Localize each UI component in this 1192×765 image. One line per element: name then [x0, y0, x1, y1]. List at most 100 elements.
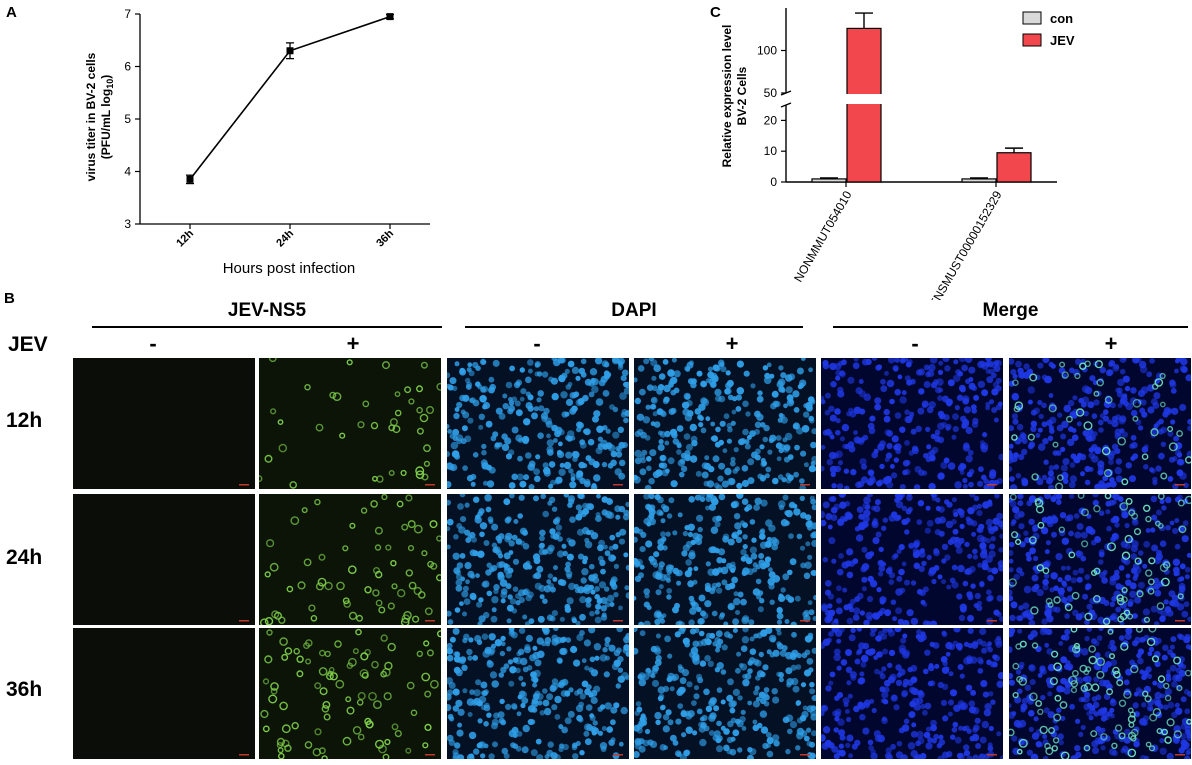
infected-cell [1042, 567, 1050, 575]
scale-bar [425, 620, 435, 622]
infected-cell [1094, 360, 1104, 369]
nucleus [612, 406, 619, 413]
nucleus [713, 705, 720, 712]
nucleus [950, 536, 958, 544]
infected-cell [368, 692, 377, 701]
infected-cell [1061, 371, 1069, 379]
nucleus [466, 648, 473, 656]
nucleus [1041, 402, 1047, 409]
infected-cell [1152, 707, 1162, 717]
nucleus [676, 580, 682, 586]
infected-cell [1018, 677, 1028, 686]
nucleus [671, 431, 678, 439]
micrograph-background [447, 358, 629, 489]
sign-ns5-minus: - [149, 331, 157, 356]
chart-a-xtick-label: 24h [274, 227, 296, 249]
nucleus [1110, 494, 1117, 499]
nucleus [874, 668, 880, 675]
nucleus [994, 494, 1000, 499]
nucleus [795, 745, 801, 751]
nucleus [563, 494, 569, 498]
nucleus [1033, 407, 1040, 415]
nucleus [811, 647, 816, 654]
nucleus [968, 377, 974, 382]
chart-a-ytick-label: 3 [124, 217, 131, 231]
nucleus [784, 432, 793, 441]
nucleus [842, 516, 848, 522]
nucleus [554, 714, 561, 720]
infected-cell [264, 655, 273, 664]
nucleus [677, 620, 683, 625]
nucleus [1050, 572, 1058, 580]
nucleus [594, 616, 602, 624]
nucleus [644, 728, 651, 735]
nucleus [1139, 718, 1147, 726]
infected-cell [281, 653, 289, 661]
nucleus [886, 442, 893, 450]
infected-cell [305, 658, 312, 665]
nucleus [483, 540, 490, 546]
nucleus [971, 531, 977, 537]
nucleus [617, 667, 624, 673]
group-rule-jev-ns5 [92, 326, 442, 328]
nucleus [711, 372, 718, 379]
nucleus [681, 732, 687, 738]
nucleus [922, 709, 928, 716]
nucleus [459, 494, 466, 498]
nucleus [778, 593, 784, 599]
nucleus [1050, 730, 1057, 738]
infected-cell [396, 500, 404, 508]
nucleus [625, 592, 629, 599]
nucleus [758, 559, 765, 566]
nucleus [651, 375, 657, 381]
nucleus [975, 743, 982, 749]
nucleus [634, 430, 641, 438]
infected-cell [1096, 378, 1104, 387]
nucleus [480, 681, 488, 689]
infected-cell [270, 682, 279, 691]
nucleus [1111, 499, 1117, 505]
nucleus [991, 407, 998, 413]
infected-cell [1173, 730, 1182, 739]
infected-cell [1037, 521, 1045, 529]
nucleus [653, 364, 661, 372]
nucleus [916, 697, 924, 705]
nucleus [911, 722, 917, 728]
scale-bar [800, 620, 810, 622]
nucleus [477, 718, 483, 724]
nucleus [782, 445, 790, 453]
nucleus [850, 628, 856, 633]
scale-bar [613, 484, 623, 486]
nucleus [1028, 441, 1036, 448]
nucleus [1023, 530, 1029, 536]
nucleus [785, 509, 793, 518]
infected-cell [268, 694, 278, 704]
nucleus [867, 649, 874, 657]
infected-cell [391, 723, 399, 731]
nucleus [597, 597, 603, 603]
infected-cell [1093, 504, 1101, 513]
nucleus [884, 370, 889, 376]
nucleus [855, 650, 861, 656]
nucleus [688, 619, 695, 625]
nucleus [505, 703, 512, 710]
nucleus [854, 658, 861, 665]
nucleus [694, 494, 701, 501]
nucleus [768, 634, 777, 643]
nucleus [891, 554, 897, 560]
nucleus [803, 462, 809, 468]
nucleus [1096, 635, 1103, 641]
infected-cell [1039, 725, 1048, 735]
nucleus [806, 658, 814, 665]
nucleus [838, 628, 845, 633]
nucleus [459, 394, 466, 402]
infected-cell [429, 520, 438, 529]
infected-cell [1142, 504, 1151, 513]
nucleus [525, 452, 532, 459]
nucleus [771, 390, 779, 398]
nucleus [559, 616, 565, 622]
micrograph-36h-dapi [447, 628, 629, 759]
nucleus [1032, 532, 1040, 540]
nucleus [787, 728, 793, 735]
nucleus [951, 519, 957, 525]
